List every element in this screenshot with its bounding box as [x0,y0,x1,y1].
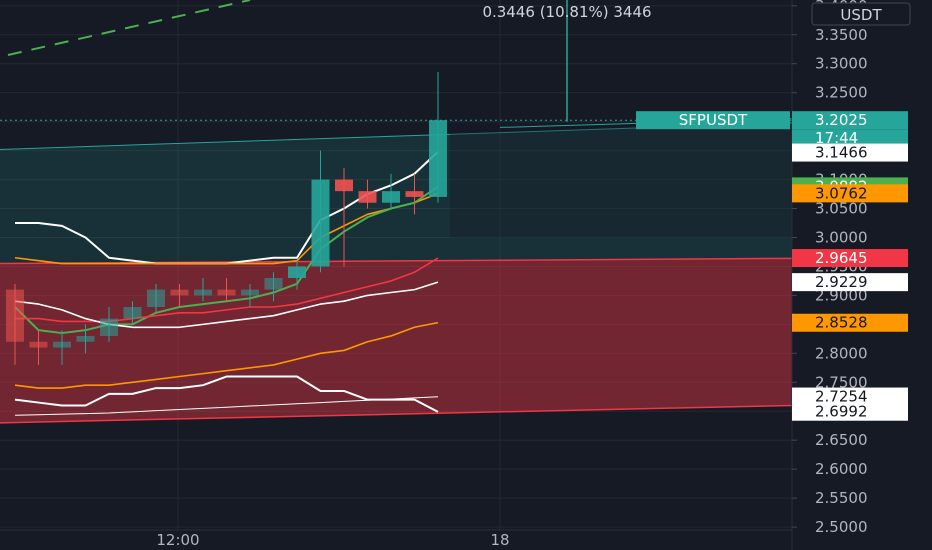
candle-body [123,306,142,319]
currency-button[interactable] [811,2,911,26]
candle-body [288,266,306,279]
lower-channel-top-line [0,257,793,265]
channel-fills [0,122,793,424]
candles-group [6,71,447,365]
candle-body [29,341,48,348]
candle-body [358,191,377,203]
candle-body [6,289,24,342]
price-badge [792,273,908,292]
candle-body [53,341,71,348]
y-tick-label: 2.7500 [815,373,868,391]
price-badge [792,402,908,421]
y-tick-label: 2.8000 [815,344,868,362]
candle-body [194,289,212,296]
y-tick-label: 3.2500 [815,84,868,102]
candle-body [217,289,236,296]
symbol-badge [636,111,790,130]
candle-body [170,289,189,296]
candle-body [335,179,353,192]
red-ma-line [15,257,439,323]
candle-body [382,191,400,203]
y-tick-label: 3.0500 [815,200,868,218]
y-tick-label: 2.6000 [815,460,868,478]
price-badge [792,184,908,203]
x-tick-label: 12:00 [156,531,199,549]
white-lower-line [14,375,439,413]
orange-lower-line [14,321,439,389]
white-mid-line [14,281,439,329]
price-badge [792,111,908,130]
price-badge-value: 2.7254 [815,388,868,406]
price-badge-value: 2.9645 [815,249,868,267]
price-badges: SFPUSDT3.202517:443.14663.08823.07622.96… [636,111,908,421]
projection-dashed-line [7,0,251,56]
bb-mid-orange-line [14,192,439,265]
currency-label: USDT [840,6,882,24]
candle-body [405,191,424,197]
price-badge [792,143,908,162]
y-tick-label: 3.3500 [815,26,868,44]
price-badge [792,249,908,268]
candle-body [311,179,330,267]
y-tick-label: 3.3000 [815,55,868,73]
price-badge-value: 3.0762 [815,184,868,202]
candle-body [429,120,447,197]
white-thin-line [14,396,439,416]
y-tick-label: 2.5500 [815,489,868,507]
y-tick-label: 3.0000 [815,228,868,246]
candle-body [241,289,259,296]
y-tick-label: 2.6500 [815,431,868,449]
lower-channel-bottom-line [0,404,793,424]
measure-readout: 0.3446 (10.81%) 3446 [482,3,651,21]
candle-body [76,335,95,342]
candle-body [100,318,118,336]
y-tick-label: 2.5000 [815,518,868,536]
time-axis: 12:00 18 [0,529,792,549]
candle-body [147,289,165,307]
candle-body [264,278,283,290]
countdown-badge [792,129,908,147]
future-shade [450,124,792,238]
price-badge-value: 3.1466 [815,144,868,162]
lower-channel-fill [0,258,792,423]
price-badge-value: 3.2025 [815,111,868,129]
symbol-badge-label: SFPUSDT [679,111,748,129]
countdown-text: 17:44 [815,129,858,147]
price-badge-value: 2.8528 [815,314,868,332]
price-badge [792,313,908,332]
x-tick-label: 18 [490,531,509,549]
price-badge-value: 2.9229 [815,273,868,291]
price-badge [792,387,908,406]
price-badge-value: 2.6992 [815,403,868,421]
